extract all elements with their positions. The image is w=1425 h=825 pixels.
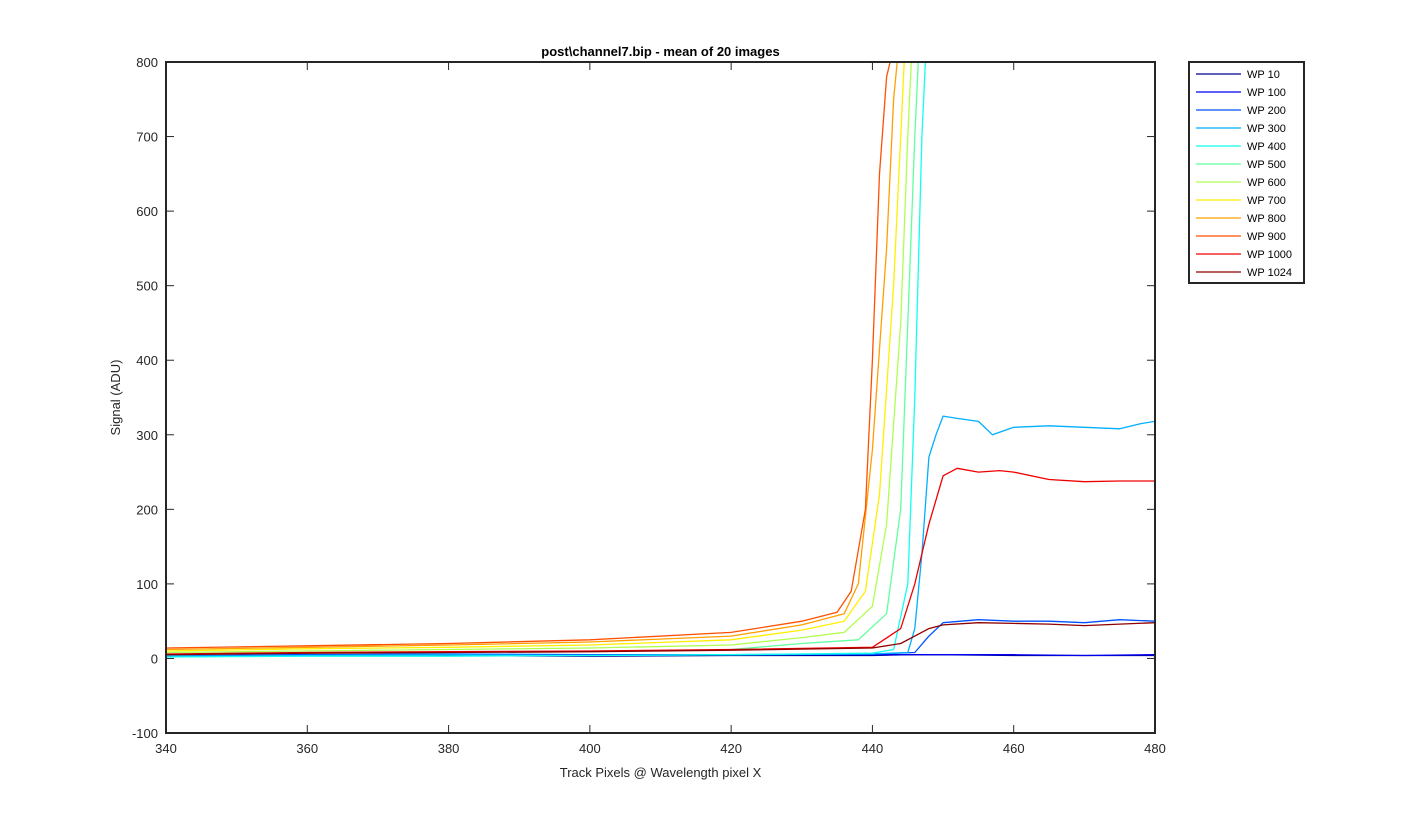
y-tick-label: 600 [136, 204, 158, 219]
legend-entry-label: WP 900 [1247, 231, 1286, 243]
x-tick-label: 400 [579, 741, 601, 756]
x-tick-label: 380 [438, 741, 460, 756]
series-line-6 [166, 62, 912, 654]
series-line-2 [166, 619, 1155, 657]
legend: WP 10 WP 100 WP 200 WP 300 WP 400 WP 500 WP 60… [1188, 61, 1305, 284]
legend-entry-label: WP 1000 [1247, 249, 1292, 261]
y-tick-label: 400 [136, 353, 158, 368]
legend-entry-label: WP 500 [1247, 159, 1286, 171]
series-line-3 [166, 415, 1155, 657]
y-tick-label: 200 [136, 502, 158, 517]
series-group [166, 62, 1155, 658]
legend-entry-label: WP 400 [1247, 141, 1286, 153]
chart-title: post\channel7.bip - mean of 20 images [541, 44, 779, 59]
series-line-11 [166, 622, 1155, 656]
legend-entry-label: WP 300 [1247, 123, 1286, 135]
legend-entry-label: WP 100 [1247, 87, 1286, 99]
y-tick-label: 500 [136, 279, 158, 294]
legend-entry-label: WP 800 [1247, 213, 1286, 225]
y-axis-label: Signal (ADU) [108, 360, 123, 436]
series-line-8 [166, 62, 898, 651]
x-tick-label: 440 [862, 741, 884, 756]
legend-box [1188, 61, 1305, 284]
y-tick-label: 0 [151, 651, 158, 666]
series-line-9 [166, 62, 891, 649]
axes-box [165, 61, 1156, 734]
y-tick-label: 100 [136, 577, 158, 592]
y-tick-label: -100 [132, 726, 158, 741]
x-axis-label: Track Pixels @ Wavelength pixel X [560, 765, 762, 780]
x-tick-label: 480 [1144, 741, 1166, 756]
series-line-4 [166, 62, 927, 658]
legend-entry-label: WP 200 [1247, 105, 1286, 117]
plot-area: 340 360 380 400 420 440 460 480 -100 0 100 200 300 40… [132, 55, 1166, 756]
x-tick-label: 340 [155, 741, 177, 756]
series-line-7 [166, 62, 905, 652]
legend-entry-label: WP 600 [1247, 177, 1286, 189]
legend-entry-label: WP 10 [1247, 69, 1280, 81]
x-tick-label: 460 [1003, 741, 1025, 756]
y-tick-label: 300 [136, 428, 158, 443]
series-line-5 [166, 62, 919, 656]
x-tick-label: 420 [720, 741, 742, 756]
series-line-10 [166, 467, 1155, 655]
legend-entry-label: WP 1024 [1247, 267, 1292, 279]
y-tick-label: 700 [136, 130, 158, 145]
legend-entry-label: WP 700 [1247, 195, 1286, 207]
y-tick-label: 800 [136, 55, 158, 70]
x-tick-label: 360 [296, 741, 318, 756]
